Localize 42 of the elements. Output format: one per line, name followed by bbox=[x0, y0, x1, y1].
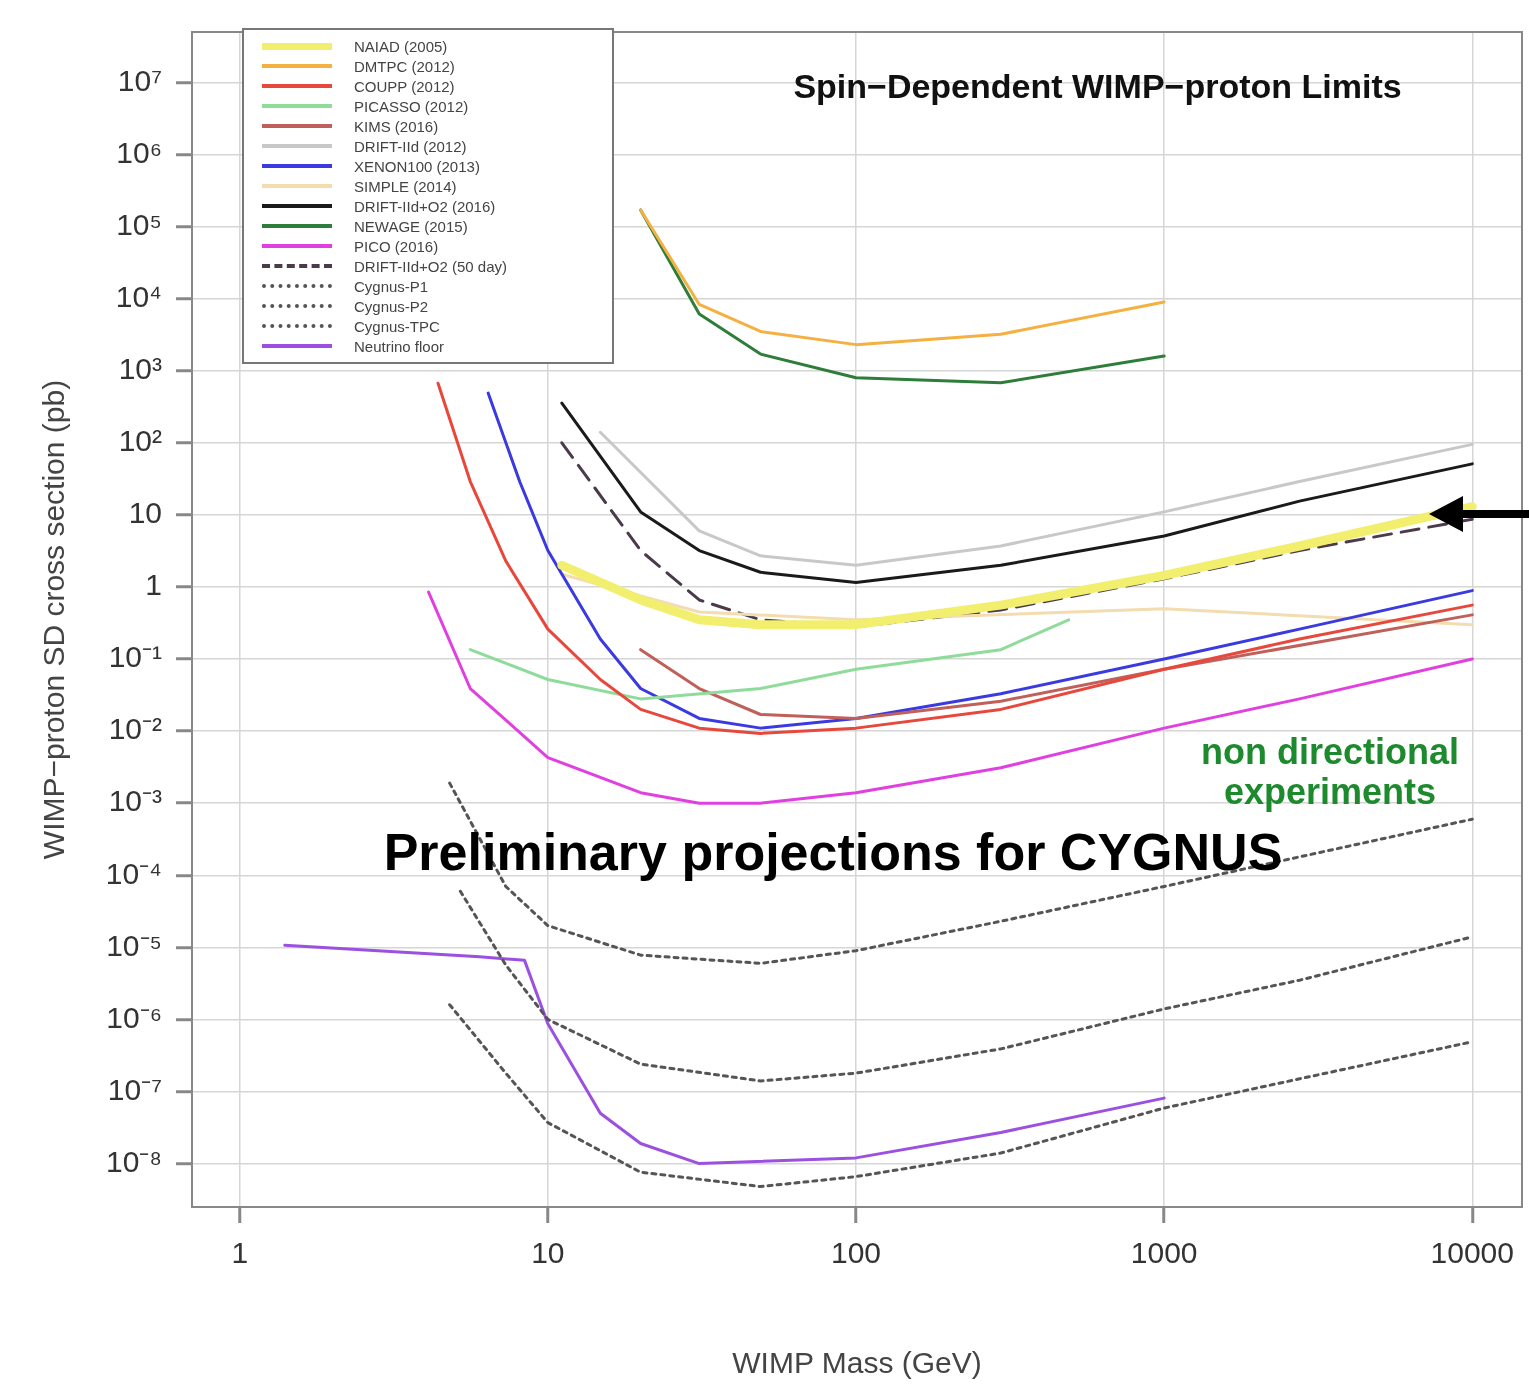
legend-label: DRIFT-IId+O2 (50 day) bbox=[354, 257, 507, 275]
text: Spin−Dependent WIMP−proton Limits bbox=[792, 65, 1403, 107]
y-tick-label: 10⁻¹ bbox=[108, 640, 163, 674]
x-tick-label: 100 bbox=[830, 1236, 882, 1270]
legend-label: PICASSO (2012) bbox=[354, 97, 469, 115]
legend-label: SIMPLE (2014) bbox=[354, 177, 457, 195]
y-tick-label: 1 bbox=[145, 568, 162, 602]
legend-label: NEWAGE (2015) bbox=[354, 217, 468, 235]
legend-label: DMTPC (2012) bbox=[354, 57, 455, 75]
y-tick-label: 10³ bbox=[118, 351, 163, 385]
y-tick-label: 10⁴ bbox=[115, 279, 162, 313]
y-tick-label: 10⁵ bbox=[116, 207, 162, 241]
y-tick-label: 10⁻³ bbox=[108, 784, 163, 818]
y-tick-label: 10⁻⁶ bbox=[106, 1000, 162, 1034]
y-tick-label: 10⁶ bbox=[116, 135, 162, 169]
y-axis-title: WIMP−proton SD cross section (pb) bbox=[37, 379, 71, 860]
legend-label: DRIFT-IId (2012) bbox=[354, 137, 467, 155]
legend-label: Cygnus-P1 bbox=[354, 277, 429, 295]
legend-label: KIMS (2016) bbox=[354, 117, 439, 135]
legend-label: Cygnus-TPC bbox=[354, 317, 440, 335]
legend-label: NAIAD (2005) bbox=[354, 37, 448, 55]
x-tick-label: 1 bbox=[231, 1236, 249, 1270]
legend-label: COUPP (2012) bbox=[354, 77, 455, 95]
legend-label: DRIFT-IId+O2 (2016) bbox=[354, 197, 496, 215]
y-tick-label: 10⁻⁵ bbox=[106, 928, 162, 962]
x-tick-label: 10 bbox=[531, 1236, 565, 1270]
y-tick-label: 10 bbox=[128, 496, 162, 530]
legend-label: PICO (2016) bbox=[354, 237, 439, 255]
y-tick-label: 10⁻⁴ bbox=[105, 856, 162, 890]
x-axis-title: WIMP Mass (GeV) bbox=[732, 1346, 982, 1380]
y-tick-label: 10⁻⁸ bbox=[105, 1144, 162, 1178]
annotation: non directional experiments bbox=[1200, 731, 1460, 812]
y-tick-label: 10⁷ bbox=[117, 63, 162, 97]
y-tick-label: 10² bbox=[118, 424, 163, 458]
legend-label: Cygnus-P2 bbox=[354, 297, 429, 315]
legend-label: XENON100 (2013) bbox=[354, 157, 480, 175]
y-tick-label: 10⁻⁷ bbox=[107, 1072, 162, 1106]
x-tick-label: 10000 bbox=[1430, 1236, 1514, 1270]
legend-label: Neutrino floor bbox=[354, 337, 445, 355]
x-tick-label: 1000 bbox=[1130, 1236, 1198, 1270]
annotation: Preliminary projections for CYGNUS bbox=[383, 823, 1283, 882]
y-tick-label: 10⁻² bbox=[108, 712, 163, 746]
